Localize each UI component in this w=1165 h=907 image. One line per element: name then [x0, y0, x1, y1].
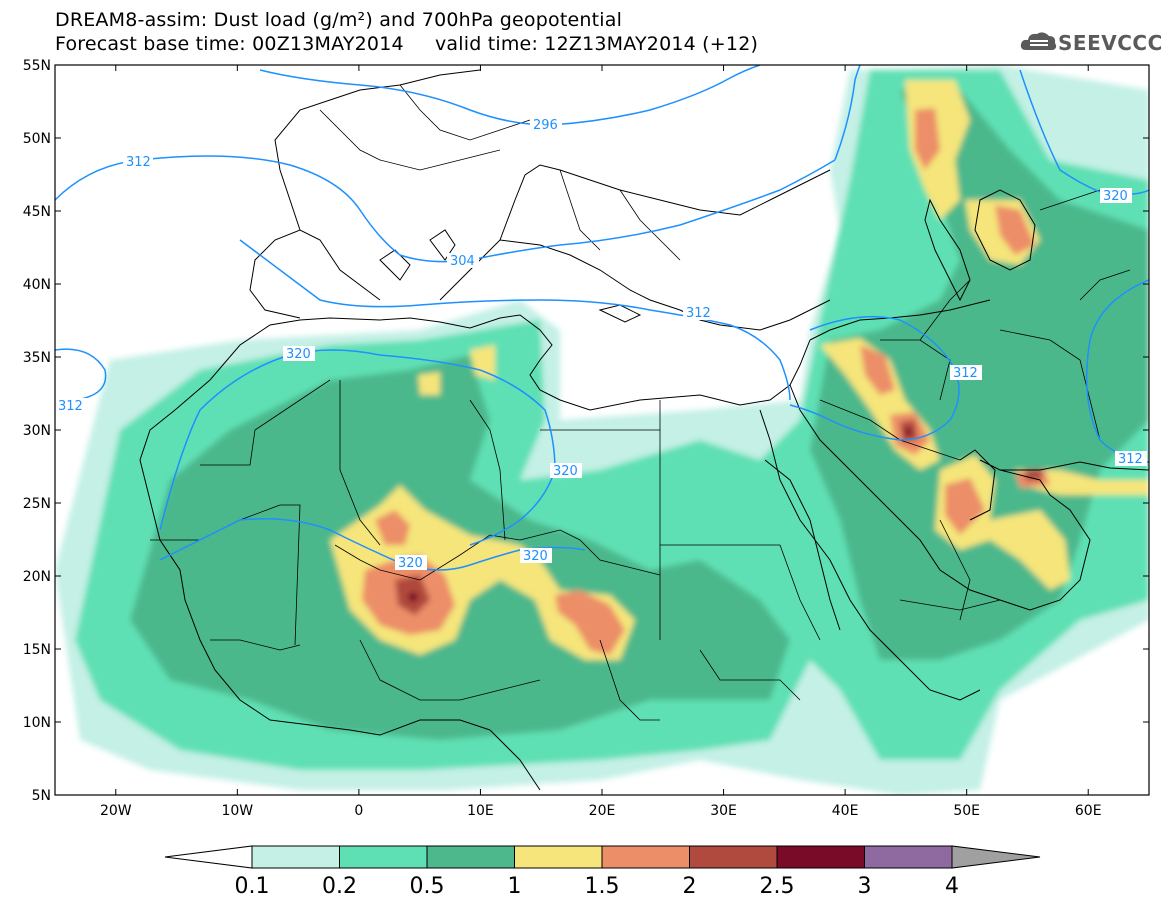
lat-tick-label: 55N [23, 58, 51, 74]
cloud-logo-icon [1020, 32, 1057, 50]
lon-tick-label: 20W [100, 803, 132, 819]
forecast-time-line: Forecast base time: 00Z13MAY2014 valid t… [55, 33, 759, 55]
dust-field: 312 296 304 312 312 320 320 320 320 312 … [55, 65, 1149, 795]
lat-tick-label: 15N [23, 642, 51, 658]
contour-label: 312 [686, 306, 711, 321]
latitude-axis: 55N 50N 45N 40N 35N 30N 25N 20N 15N 10N 5N [23, 58, 1149, 804]
contour-label: 312 [953, 366, 978, 381]
lon-tick-label: 20E [589, 803, 616, 819]
lon-tick-label: 60E [1075, 803, 1102, 819]
lon-tick-label: 0 [354, 803, 363, 819]
lat-tick-label: 25N [23, 496, 51, 512]
lat-tick-label: 50N [23, 131, 51, 147]
longitude-axis: 20W 10W 0 10E 20E 30E 40E 50E 60E [100, 65, 1102, 819]
lat-tick-label: 35N [23, 350, 51, 366]
contour-label: 312 [58, 399, 83, 414]
lon-tick-label: 10W [221, 803, 253, 819]
lon-tick-label: 10E [467, 803, 494, 819]
contour-label: 312 [1118, 452, 1143, 467]
coastlines [139, 69, 1149, 791]
map-title: DREAM8-assim: Dust load (g/m²) and 700hP… [55, 9, 623, 31]
contour-labels: 312 296 304 312 312 320 320 320 320 312 … [55, 117, 1147, 571]
lat-tick-label: 5N [32, 788, 51, 804]
lat-tick-label: 45N [23, 204, 51, 220]
lat-tick-label: 30N [23, 423, 51, 439]
lat-tick-label: 40N [23, 277, 51, 293]
dust-level-2-5 [408, 592, 418, 602]
contour-label: 320 [286, 347, 311, 362]
logo-text: SEEVCCC [1058, 31, 1163, 55]
lon-tick-label: 50E [953, 803, 980, 819]
lon-tick-label: 30E [710, 803, 737, 819]
lat-tick-label: 10N [23, 715, 51, 731]
contour-label: 320 [553, 464, 578, 479]
lon-tick-label: 40E [832, 803, 859, 819]
contour-label: 320 [523, 549, 548, 564]
contour-label: 320 [398, 556, 423, 571]
contour-label: 296 [533, 118, 558, 133]
lat-tick-label: 20N [23, 569, 51, 585]
contour-label: 320 [1103, 189, 1128, 204]
contour-label: 304 [450, 254, 475, 269]
contour-label: 312 [126, 155, 151, 170]
